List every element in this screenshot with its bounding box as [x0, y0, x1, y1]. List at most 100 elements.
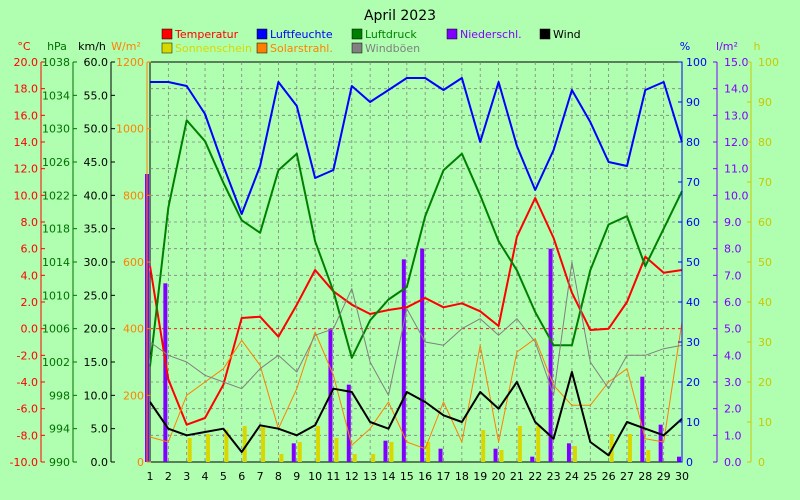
bar-sonnenschein	[572, 446, 577, 462]
bar-niederschl	[401, 259, 406, 462]
tick-label-rain: 9.0	[724, 216, 742, 229]
x-tick-label: 14	[381, 470, 395, 483]
x-tick-label: 30	[675, 470, 689, 483]
legend-label: Windböen	[365, 42, 420, 55]
tick-label-rain: 7.0	[724, 269, 742, 282]
bar-sonnenschein	[279, 454, 284, 462]
bar-niederschl	[291, 443, 296, 462]
tick-label-solar: 1200	[116, 56, 144, 69]
tick-label-speed: 55.0	[84, 89, 109, 102]
tick-label-sun: 30	[758, 336, 772, 349]
tick-label-rain: 6.0	[724, 296, 742, 309]
tick-label-press: 1010	[42, 289, 70, 302]
tick-label-press: 1034	[42, 89, 70, 102]
tick-label-hum: 90	[686, 96, 700, 109]
tick-label-temp: -4.0	[17, 376, 38, 389]
axis-unit-speed: km/h	[78, 40, 106, 53]
line-luftfeuchte	[150, 77, 683, 215]
bar-sonnenschein	[224, 430, 229, 462]
bar-niederschl	[383, 440, 388, 462]
x-tick-label: 5	[220, 470, 227, 483]
tick-label-rain: 13.0	[724, 109, 749, 122]
x-tick-label: 8	[275, 470, 282, 483]
tick-label-rain: 3.0	[724, 376, 742, 389]
tick-label-press: 1006	[42, 323, 70, 336]
x-tick-label: 22	[528, 470, 542, 483]
tick-label-rain: 4.0	[724, 349, 742, 362]
x-tick-label: 29	[657, 470, 671, 483]
tick-label-press: 1014	[42, 256, 70, 269]
tick-label-hum: 40	[686, 296, 700, 309]
bar-sonnenschein	[499, 450, 504, 462]
bar-niederschl	[346, 384, 351, 462]
tick-label-temp: 10.0	[14, 189, 39, 202]
tick-label-rain: 5.0	[724, 323, 742, 336]
tick-label-press: 1022	[42, 189, 70, 202]
legend-label: Luftfeuchte	[270, 28, 333, 41]
x-tick-label: 24	[565, 470, 579, 483]
legend-swatch	[161, 42, 173, 54]
x-tick-label: 28	[638, 470, 652, 483]
bar-sonnenschein	[261, 426, 266, 462]
tick-label-press: 994	[49, 423, 70, 436]
tick-label-sun: 50	[758, 256, 772, 269]
tick-label-speed: 15.0	[84, 356, 109, 369]
x-tick-label: 12	[345, 470, 359, 483]
line-windben	[149, 261, 683, 396]
tick-label-temp: -8.0	[17, 429, 38, 442]
tick-label-temp: 6.0	[21, 243, 39, 256]
tick-label-press: 1002	[42, 356, 70, 369]
tick-label-temp: 2.0	[21, 296, 39, 309]
tick-label-hum: 30	[686, 336, 700, 349]
tick-label-sun: 80	[758, 136, 772, 149]
bar-niederschl	[438, 448, 443, 462]
line-luftdruck	[149, 119, 683, 367]
tick-label-rain: 0.0	[724, 456, 742, 469]
bar-niederschl	[420, 248, 425, 462]
x-tick-label: 18	[455, 470, 469, 483]
tick-label-temp: 0.0	[21, 323, 39, 336]
x-tick-label: 15	[400, 470, 414, 483]
x-tick-label: 1	[147, 470, 154, 483]
x-tick-label: 6	[238, 470, 245, 483]
tick-label-sun: 100	[758, 56, 779, 69]
tick-label-temp: 4.0	[21, 269, 39, 282]
tick-label-temp: 14.0	[14, 136, 39, 149]
tick-label-hum: 10	[686, 416, 700, 429]
legend-label: Solarstrahl.	[270, 42, 333, 55]
axis-unit-solar: W/m²	[111, 40, 141, 53]
tick-label-hum: 20	[686, 376, 700, 389]
axes: °C-10.0-8.0-6.0-4.0-2.00.02.04.06.08.010…	[10, 40, 779, 483]
tick-label-sun: 10	[758, 416, 772, 429]
bar-niederschl	[493, 448, 498, 462]
bar-sonnenschein	[481, 430, 486, 462]
tick-label-temp: 8.0	[21, 216, 39, 229]
x-tick-label: 3	[183, 470, 190, 483]
tick-label-solar: 200	[123, 389, 144, 402]
x-tick-label: 13	[363, 470, 377, 483]
bar-niederschl	[530, 456, 535, 462]
line-wind	[149, 371, 683, 457]
bar-niederschl	[677, 456, 681, 462]
axis-unit-rain: l/m²	[716, 40, 738, 53]
x-tick-label: 27	[620, 470, 634, 483]
x-tick-label: 10	[308, 470, 322, 483]
legend-label: Sonnenschein	[175, 42, 252, 55]
bar-sonnenschein	[371, 454, 376, 462]
legend-label: Wind	[553, 28, 581, 41]
tick-label-speed: 5.0	[91, 423, 109, 436]
legend-label: Temperatur	[174, 28, 239, 41]
tick-label-sun: 60	[758, 216, 772, 229]
tick-label-temp: 20.0	[14, 56, 39, 69]
x-tick-label: 21	[510, 470, 524, 483]
tick-label-sun: 70	[758, 176, 772, 189]
legend-swatch	[161, 28, 173, 40]
axis-unit-hum: %	[680, 40, 690, 53]
tick-label-speed: 20.0	[84, 323, 109, 336]
tick-label-speed: 30.0	[84, 256, 109, 269]
tick-label-press: 990	[49, 456, 70, 469]
bar-sonnenschein	[426, 442, 431, 462]
x-tick-label: 19	[473, 470, 487, 483]
tick-label-hum: 80	[686, 136, 700, 149]
